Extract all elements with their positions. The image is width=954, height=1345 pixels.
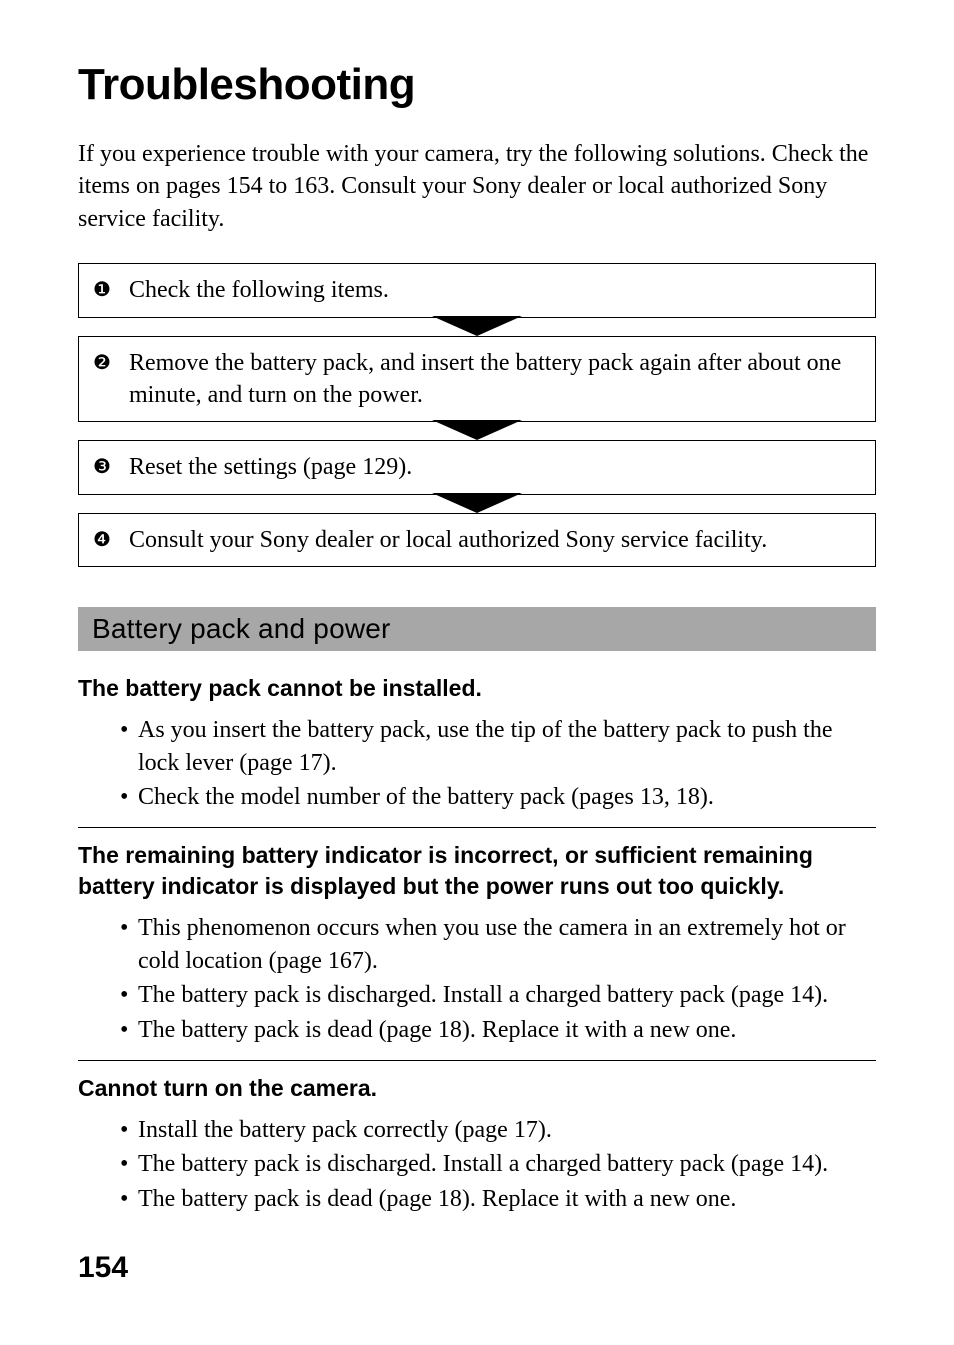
down-arrow-icon [78,318,876,336]
step-text: Consult your Sony dealer or local author… [129,524,861,556]
step-box-1: ❶ Check the following items. [78,263,876,317]
step-box-4: ❹ Consult your Sony dealer or local auth… [78,513,876,567]
step-text: Reset the settings (page 129). [129,451,861,483]
problem-title: Cannot turn on the camera. [78,1073,876,1104]
step-box-3: ❸ Reset the settings (page 129). [78,440,876,494]
list-item: Check the model number of the battery pa… [120,781,876,813]
list-item: This phenomenon occurs when you use the … [120,912,876,977]
list-item: The battery pack is discharged. Install … [120,1148,876,1180]
down-arrow-icon [78,422,876,440]
problem-title: The remaining battery indicator is incor… [78,840,876,902]
intro-paragraph: If you experience trouble with your came… [78,138,876,235]
step-box-2: ❷ Remove the battery pack, and insert th… [78,336,876,423]
answer-list: Install the battery pack correctly (page… [78,1114,876,1215]
list-item: The battery pack is discharged. Install … [120,979,876,1011]
section-heading: Battery pack and power [78,607,876,651]
answer-list: As you insert the battery pack, use the … [78,714,876,813]
step-number-icon: ❶ [93,274,111,306]
step-number-icon: ❸ [93,451,111,483]
list-item: As you insert the battery pack, use the … [120,714,876,779]
problem-title: The battery pack cannot be installed. [78,673,876,704]
divider [78,827,876,828]
page-number: 154 [78,1251,128,1285]
list-item: The battery pack is dead (page 18). Repl… [120,1014,876,1046]
divider [78,1060,876,1061]
down-arrow-icon [78,495,876,513]
answer-list: This phenomenon occurs when you use the … [78,912,876,1046]
page-title: Troubleshooting [78,60,876,110]
step-text: Check the following items. [129,274,861,306]
step-number-icon: ❹ [93,524,111,556]
list-item: Install the battery pack correctly (page… [120,1114,876,1146]
list-item: The battery pack is dead (page 18). Repl… [120,1183,876,1215]
step-number-icon: ❷ [93,347,111,379]
step-text: Remove the battery pack, and insert the … [129,347,861,412]
